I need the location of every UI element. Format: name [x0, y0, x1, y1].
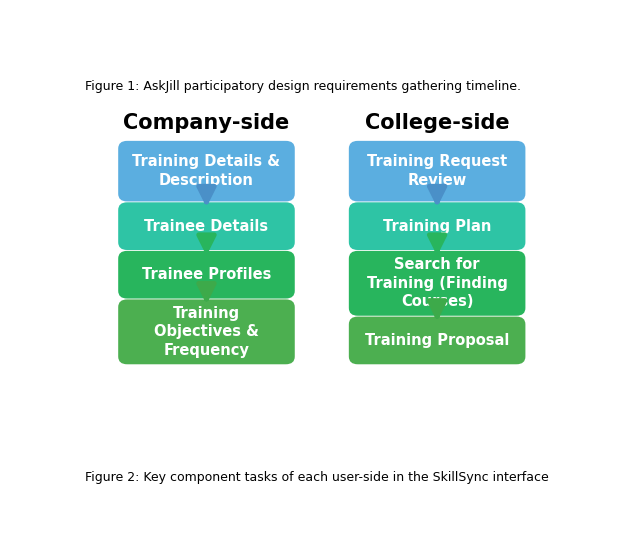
- Text: Company-side: Company-side: [124, 113, 290, 133]
- Text: Trainee Profiles: Trainee Profiles: [142, 267, 271, 282]
- FancyBboxPatch shape: [118, 203, 295, 250]
- Text: Training Plan: Training Plan: [383, 219, 492, 234]
- Text: Training Details &
Description: Training Details & Description: [132, 155, 280, 188]
- Text: Trainee Details: Trainee Details: [145, 219, 269, 234]
- Text: Figure 2: Key component tasks of each user-side in the SkillSync interface: Figure 2: Key component tasks of each us…: [85, 471, 548, 484]
- FancyBboxPatch shape: [118, 251, 295, 299]
- FancyBboxPatch shape: [349, 203, 525, 250]
- FancyBboxPatch shape: [349, 316, 525, 364]
- FancyBboxPatch shape: [349, 251, 525, 316]
- FancyBboxPatch shape: [349, 141, 525, 201]
- Text: Training Proposal: Training Proposal: [365, 333, 509, 348]
- Text: Figure 1: AskJill participatory design requirements gathering timeline.: Figure 1: AskJill participatory design r…: [85, 80, 521, 93]
- Text: Search for
Training (Finding
Courses): Search for Training (Finding Courses): [367, 257, 508, 309]
- Text: Training Request
Review: Training Request Review: [367, 155, 508, 188]
- Text: Training
Objectives &
Frequency: Training Objectives & Frequency: [154, 306, 259, 358]
- FancyBboxPatch shape: [118, 300, 295, 364]
- FancyBboxPatch shape: [118, 141, 295, 201]
- Text: College-side: College-side: [365, 113, 509, 133]
